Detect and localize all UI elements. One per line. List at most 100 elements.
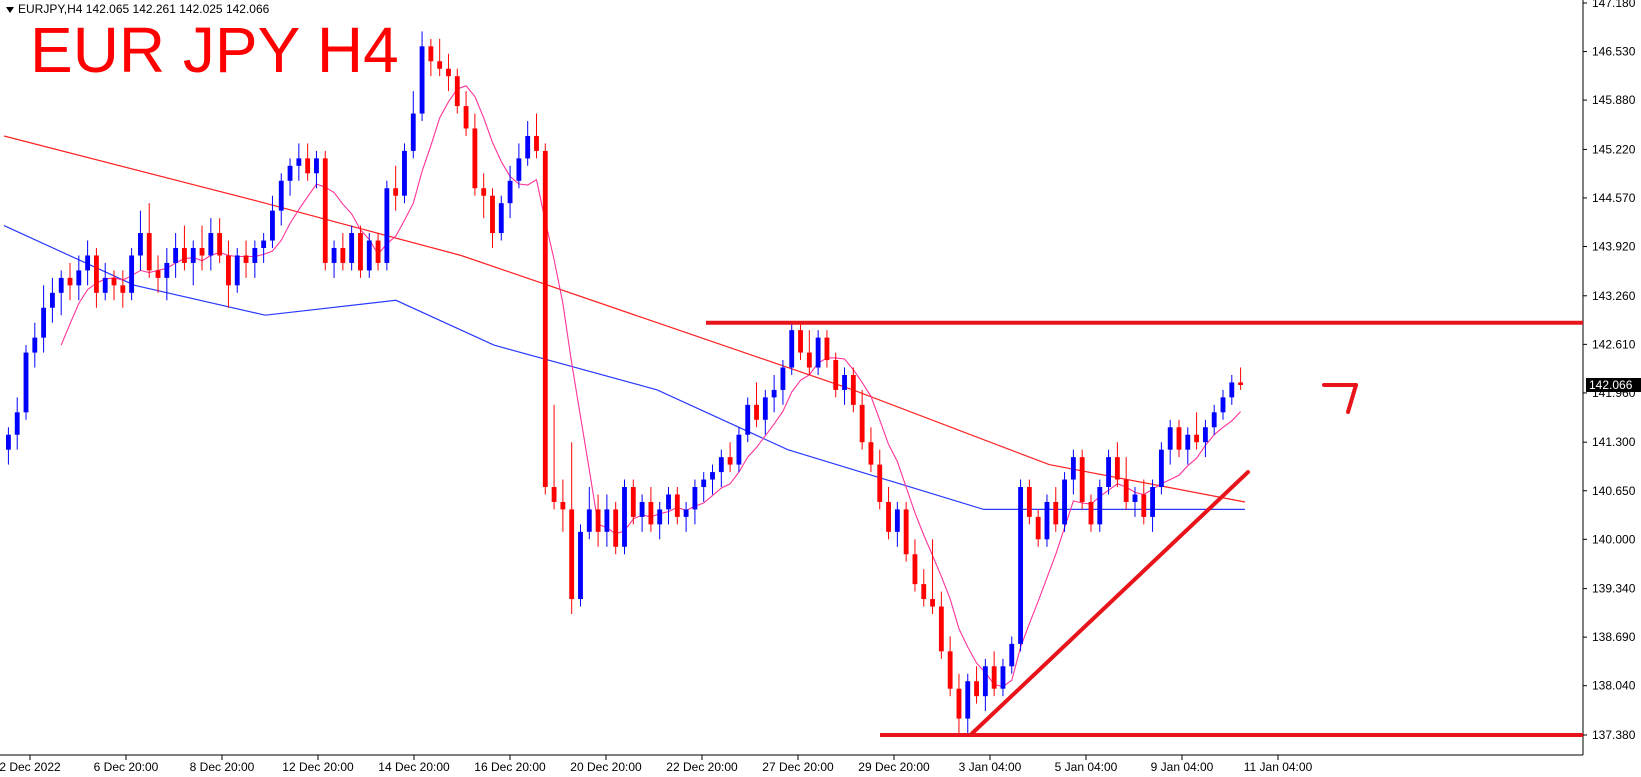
candle [604,494,610,547]
candle [674,487,680,525]
candle [991,651,997,697]
candle-body [366,240,372,271]
candle-body [454,76,460,107]
candle-body [551,487,557,502]
x-tick-label: 27 Dec 20:00 [762,760,834,774]
candle-body [261,240,267,248]
candle [974,666,979,704]
candle-body [1141,494,1147,517]
candle [146,203,152,278]
candle-body [446,68,451,77]
last-price-tag: 142.066 [1586,377,1641,392]
candle-body [850,374,856,405]
candle [1114,442,1120,488]
candle-body [1194,434,1200,443]
candle-body [428,46,434,62]
y-tick-label: 147.180 [1592,0,1636,10]
candle [261,233,267,263]
candle-body [402,150,407,196]
candle-body [437,61,443,69]
x-tick-label: 16 Dec 20:00 [474,760,546,774]
candle [278,173,284,226]
candle-body [630,487,636,517]
candle-body [991,666,997,689]
candle [358,225,363,278]
candle [542,143,548,495]
candle-body [754,404,759,420]
candle [1202,419,1208,458]
candle-body [1123,479,1129,502]
candle [578,524,583,607]
candle [217,218,223,263]
moving-averages [3,85,1246,688]
candle-body [41,307,47,338]
candle-body [868,442,874,465]
trend-line [970,470,1250,736]
y-tick-label: 141.300 [1592,435,1636,449]
candle [1141,479,1147,525]
candle-body [666,494,671,510]
x-tick-label: 9 Jan 04:00 [1151,760,1214,774]
candle-body [1176,427,1182,450]
y-tick-label: 139.340 [1592,582,1636,596]
candle-body [252,247,258,263]
candle-body [234,255,240,286]
candle-body [534,135,539,151]
candle [67,262,73,301]
candle-body [384,188,390,263]
candle [683,501,689,532]
candle [1167,419,1173,465]
candle [384,180,390,271]
candle-body [349,233,355,263]
candle [93,247,99,308]
price-axis: 147.180 146.530 145.880 145.220 144.570 143.9… [1583,0,1636,742]
candle-body [842,374,847,390]
y-tick-label: 140.650 [1592,484,1636,498]
candle-body [243,255,249,263]
x-tick-label: 6 Dec 20:00 [94,760,159,774]
candle-body [305,158,311,174]
candle-body [1211,412,1217,428]
y-tick-label: 143.920 [1592,240,1636,254]
candle-body [322,158,328,263]
candle-body [877,464,883,502]
candle-body [1238,382,1244,385]
candle [199,225,205,271]
candle [692,479,698,525]
candle [402,143,407,204]
candle-body [718,457,724,473]
candle [613,501,619,555]
chevron-down-icon[interactable] [6,6,14,13]
x-tick-label: 12 Dec 20:00 [282,760,354,774]
candle [894,501,900,547]
candle [1176,419,1182,458]
candles [5,31,1244,734]
candle-body [965,681,971,719]
candle [446,53,451,92]
candle [965,673,971,734]
candle-body [745,404,751,435]
candle [525,121,531,166]
candle-body [331,247,337,263]
candle-body [586,509,592,532]
candle [930,539,935,614]
candle-body [85,255,91,271]
candle-body [1035,516,1041,540]
candle-body [1150,487,1156,517]
candle [877,449,883,510]
candle-body [657,509,663,525]
candle [666,487,671,525]
candle-body [287,165,293,181]
candle [630,479,636,525]
candle-body [49,292,55,308]
candle [1185,427,1191,465]
candle [718,449,724,488]
candle [190,240,196,286]
candle-body [560,501,566,510]
candle-body [226,255,231,286]
candle [1132,487,1138,517]
candle [270,195,275,248]
candle [85,240,91,286]
candle-body [173,247,179,263]
